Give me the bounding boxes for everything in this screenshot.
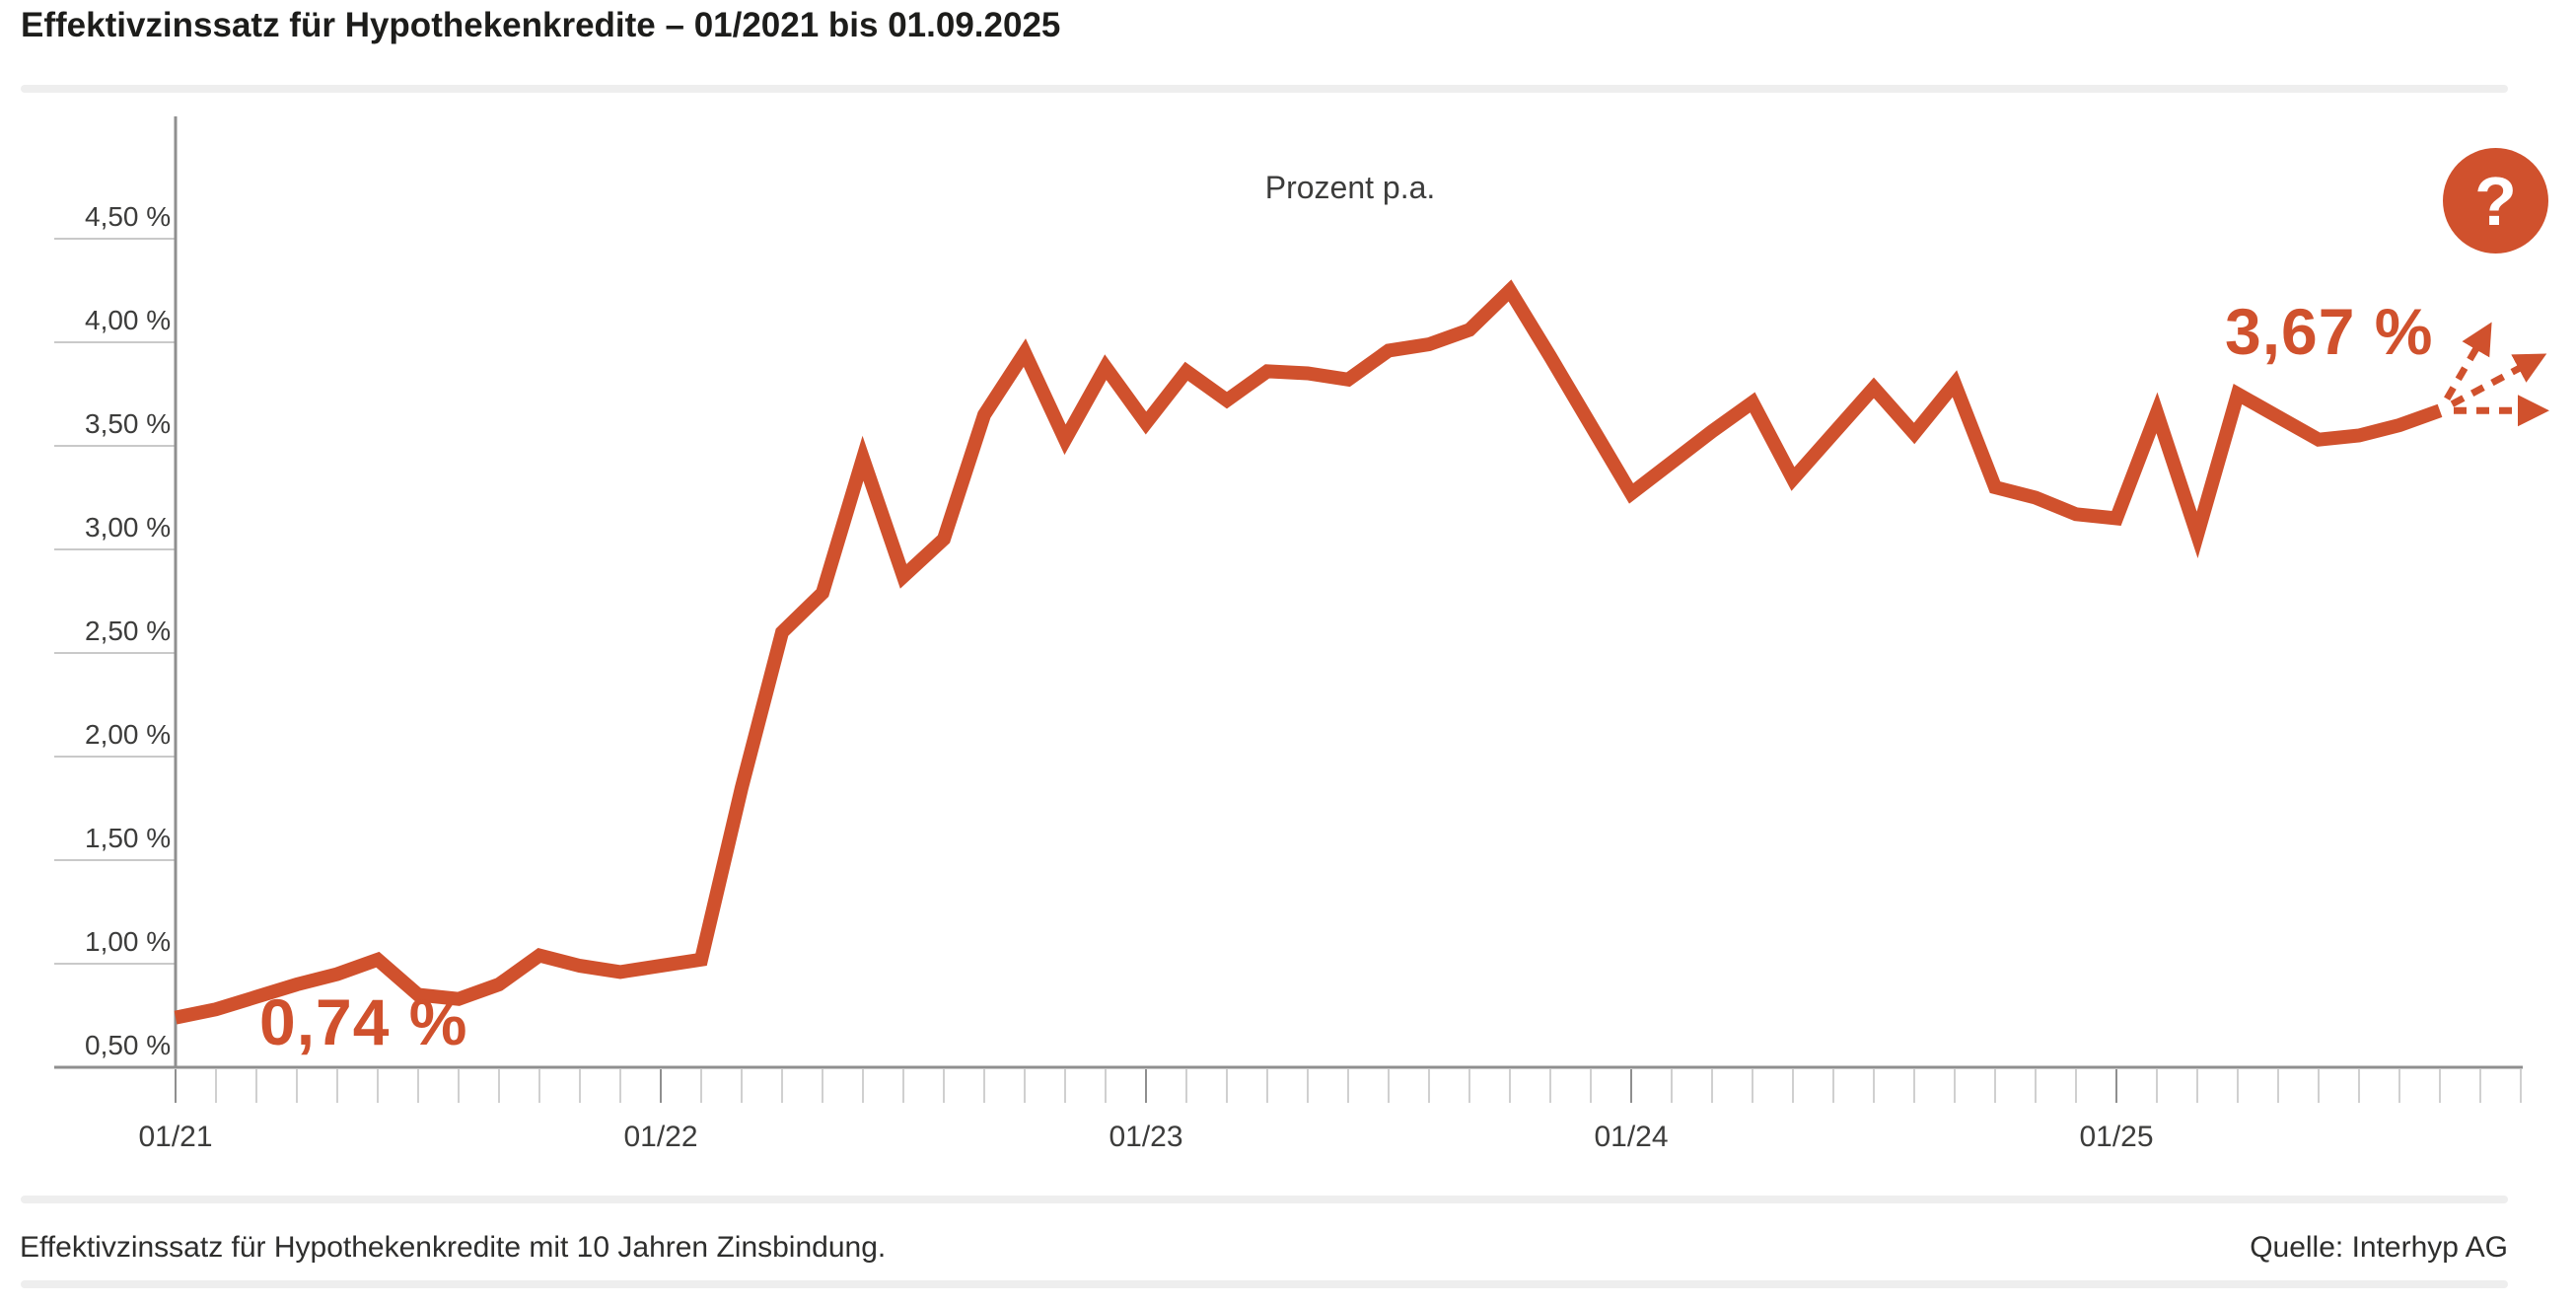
- y-axis-label: 2,00 %: [85, 719, 172, 750]
- x-axis-label: 01/24: [1594, 1121, 1669, 1153]
- header-divider: [21, 85, 2508, 93]
- x-axis-label: 01/23: [1109, 1121, 1183, 1153]
- unit-label: Prozent p.a.: [1264, 170, 1436, 205]
- footer-source: Quelle: Interhyp AG: [2250, 1231, 2508, 1264]
- x-axis-label: 01/21: [138, 1121, 213, 1153]
- footer-divider-top: [21, 1196, 2508, 1203]
- question-mark-icon: ?: [2474, 162, 2517, 240]
- y-axis-label: 4,50 %: [85, 201, 172, 232]
- start-value-label: 0,74 %: [259, 985, 468, 1058]
- y-axis-label: 1,50 %: [85, 823, 172, 853]
- footer-divider-bottom: [21, 1280, 2508, 1288]
- end-value-label: 3,67 %: [2225, 295, 2434, 368]
- forecast-arrow-up: [2444, 322, 2492, 400]
- y-axis-label: 3,50 %: [85, 408, 172, 439]
- chart-title: Effektivzinssatz für Hypothekenkredite –…: [21, 6, 1061, 44]
- series-line: [174, 279, 2443, 1025]
- y-axis-label: 4,00 %: [85, 305, 172, 335]
- help-button[interactable]: ?: [2443, 148, 2548, 254]
- x-axis-label: 01/25: [2079, 1121, 2154, 1153]
- y-axis-label: 1,00 %: [85, 926, 172, 957]
- forecast-arrows: [2444, 322, 2549, 427]
- y-axis-label: 2,50 %: [85, 616, 172, 646]
- footer-note: Effektivzinssatz für Hypothekenkredite m…: [20, 1231, 887, 1264]
- y-axis-label: 3,00 %: [85, 512, 172, 543]
- y-axis-label: 0,50 %: [85, 1030, 172, 1060]
- x-axis-label: 01/22: [623, 1121, 698, 1153]
